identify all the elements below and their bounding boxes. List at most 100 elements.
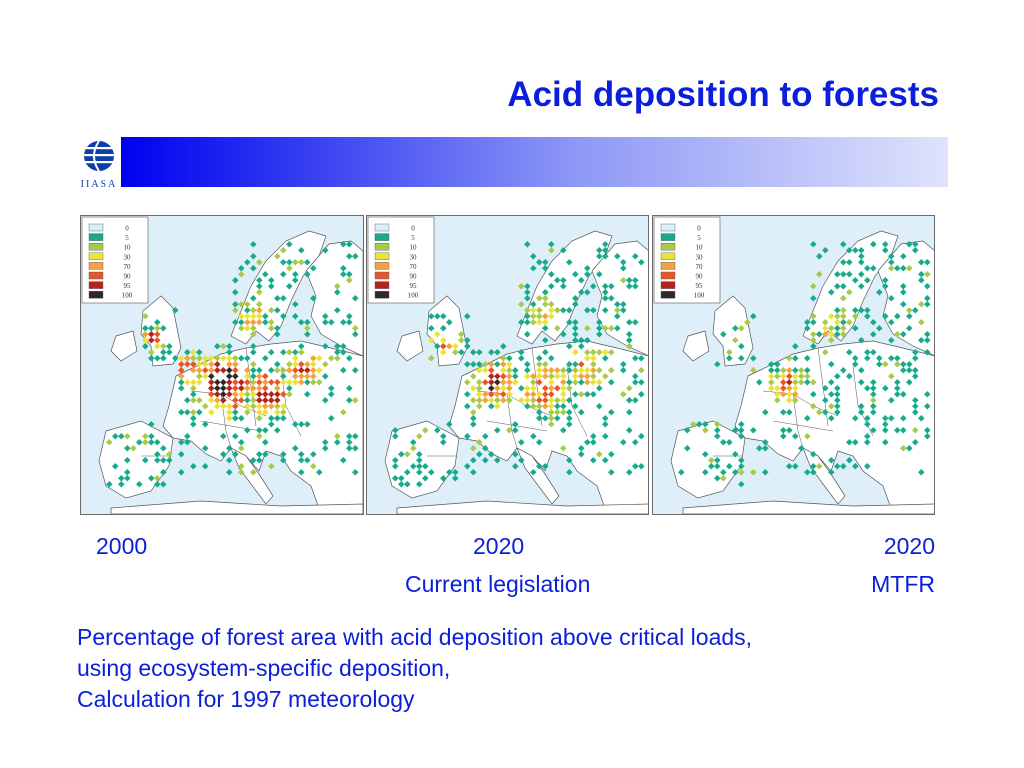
map-panel-2020-mtfr: 0 5 10 30 70 90 95 100	[652, 215, 935, 515]
deposition-cell	[178, 409, 185, 416]
map-year-label: 2020	[473, 533, 525, 559]
legend-swatch	[660, 252, 676, 260]
deposition-cell	[226, 409, 233, 416]
deposition-cell	[160, 457, 167, 464]
deposition-cell	[346, 385, 353, 392]
deposition-cell	[238, 301, 245, 308]
deposition-cell	[154, 319, 161, 326]
description-line: Calculation for 1997 meteorology	[77, 686, 415, 712]
deposition-cell	[208, 379, 215, 386]
deposition-cell	[190, 409, 197, 416]
deposition-cell	[244, 313, 251, 320]
description-line: Percentage of forest area with acid depo…	[77, 624, 753, 650]
legend-swatch	[660, 290, 676, 299]
deposition-cell	[924, 427, 931, 434]
deposition-cell	[154, 337, 161, 344]
deposition-cell	[214, 343, 221, 350]
page-title: Acid deposition to forests	[507, 75, 939, 114]
deposition-cell	[298, 469, 305, 476]
deposition-cell	[912, 355, 919, 362]
deposition-cell	[214, 361, 221, 368]
deposition-cell	[214, 379, 221, 386]
deposition-cell	[184, 361, 191, 368]
deposition-cell	[202, 355, 209, 362]
deposition-cell	[238, 445, 245, 452]
deposition-cell	[214, 367, 221, 374]
deposition-cell	[226, 379, 233, 386]
legend-label: 10	[124, 244, 132, 252]
deposition-cell	[154, 457, 161, 464]
deposition-cell	[220, 367, 227, 374]
deposition-cell	[232, 373, 239, 380]
deposition-cell	[226, 385, 233, 392]
deposition-cell	[232, 355, 239, 362]
deposition-cell	[762, 469, 769, 476]
deposition-cell	[250, 331, 257, 338]
deposition-cell	[184, 439, 191, 446]
deposition-cell	[912, 349, 919, 356]
deposition-cell	[250, 457, 257, 464]
deposition-cell	[334, 439, 341, 446]
deposition-cell	[226, 367, 233, 374]
deposition-cell	[220, 397, 227, 404]
legend-swatch	[660, 223, 676, 232]
legend-label: 30	[696, 253, 704, 261]
deposition-cell	[250, 361, 257, 368]
deposition-cell	[184, 409, 191, 416]
deposition-cell	[924, 433, 931, 440]
deposition-cell	[626, 427, 633, 434]
country-border	[792, 393, 804, 449]
land-outline	[110, 330, 138, 362]
deposition-cell	[148, 433, 155, 440]
deposition-cell	[196, 361, 203, 368]
land-outline	[734, 340, 934, 514]
legend-label: 0	[411, 225, 415, 233]
deposition-cell	[452, 475, 459, 482]
legend-swatch	[374, 262, 390, 270]
deposition-cell	[166, 451, 173, 458]
deposition-cell	[226, 415, 233, 422]
deposition-cell	[250, 295, 257, 302]
legend-label: 100	[408, 292, 419, 300]
deposition-cell	[196, 367, 203, 374]
deposition-cell	[340, 409, 347, 416]
legend-swatch	[88, 281, 104, 289]
deposition-cell	[232, 391, 239, 398]
legend-swatch	[88, 243, 104, 251]
deposition-cell	[446, 469, 453, 476]
deposition-cell	[148, 421, 155, 428]
deposition-cell	[148, 349, 155, 356]
country-border	[566, 365, 588, 437]
deposition-cell	[178, 451, 185, 458]
legend-label: 70	[124, 263, 132, 271]
deposition-cell	[620, 361, 627, 368]
country-border	[486, 420, 548, 432]
logo-text: IIASA	[81, 179, 118, 190]
deposition-cell	[340, 367, 347, 374]
deposition-cell	[220, 403, 227, 410]
deposition-cell	[912, 439, 919, 446]
deposition-cell	[154, 451, 161, 458]
deposition-cell	[346, 433, 353, 440]
deposition-cell	[238, 355, 245, 362]
deposition-cell	[196, 409, 203, 416]
deposition-cell	[202, 445, 209, 452]
deposition-cell	[232, 409, 239, 416]
land-outline	[110, 500, 363, 514]
legend-label: 70	[696, 263, 704, 271]
deposition-cell	[250, 319, 257, 326]
legend-swatch	[660, 271, 676, 280]
deposition-cell	[924, 403, 931, 410]
deposition-cell	[232, 367, 239, 374]
deposition-cell	[250, 403, 257, 410]
deposition-cell	[334, 349, 341, 356]
deposition-cell	[166, 349, 173, 356]
deposition-cell	[190, 361, 197, 368]
deposition-cell	[232, 415, 239, 422]
deposition-cell	[238, 463, 245, 470]
legend-label: 90	[696, 273, 704, 281]
deposition-cell	[226, 445, 233, 452]
deposition-cell	[184, 379, 191, 386]
deposition-cell	[178, 367, 185, 374]
